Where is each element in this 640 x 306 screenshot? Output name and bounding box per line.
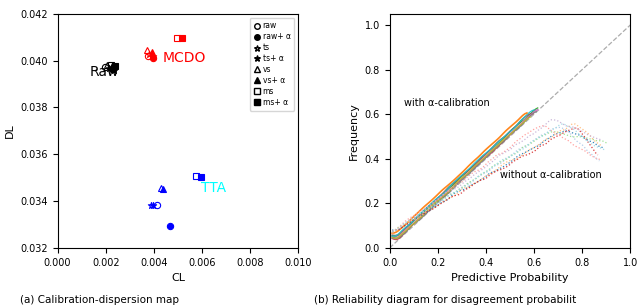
Text: TTA: TTA <box>201 181 226 195</box>
Y-axis label: Frequency: Frequency <box>349 102 359 160</box>
Text: with α-calibration: with α-calibration <box>404 98 490 108</box>
Y-axis label: DL: DL <box>4 123 15 138</box>
Legend: raw, raw+ α, ts, ts+ α, vs, vs+ α, ms, ms+ α: raw, raw+ α, ts, ts+ α, vs, vs+ α, ms, m… <box>250 17 294 110</box>
Text: MCDO: MCDO <box>163 51 205 65</box>
X-axis label: CL: CL <box>171 273 185 283</box>
Text: (b) Reliability diagram for disagreement probabilit: (b) Reliability diagram for disagreement… <box>314 295 576 305</box>
Text: Raw: Raw <box>90 65 120 79</box>
Text: (a) Calibration-dispersion map: (a) Calibration-dispersion map <box>20 295 179 305</box>
X-axis label: Predictive Probability: Predictive Probability <box>451 273 569 283</box>
Text: without α-calibration: without α-calibration <box>500 170 602 180</box>
